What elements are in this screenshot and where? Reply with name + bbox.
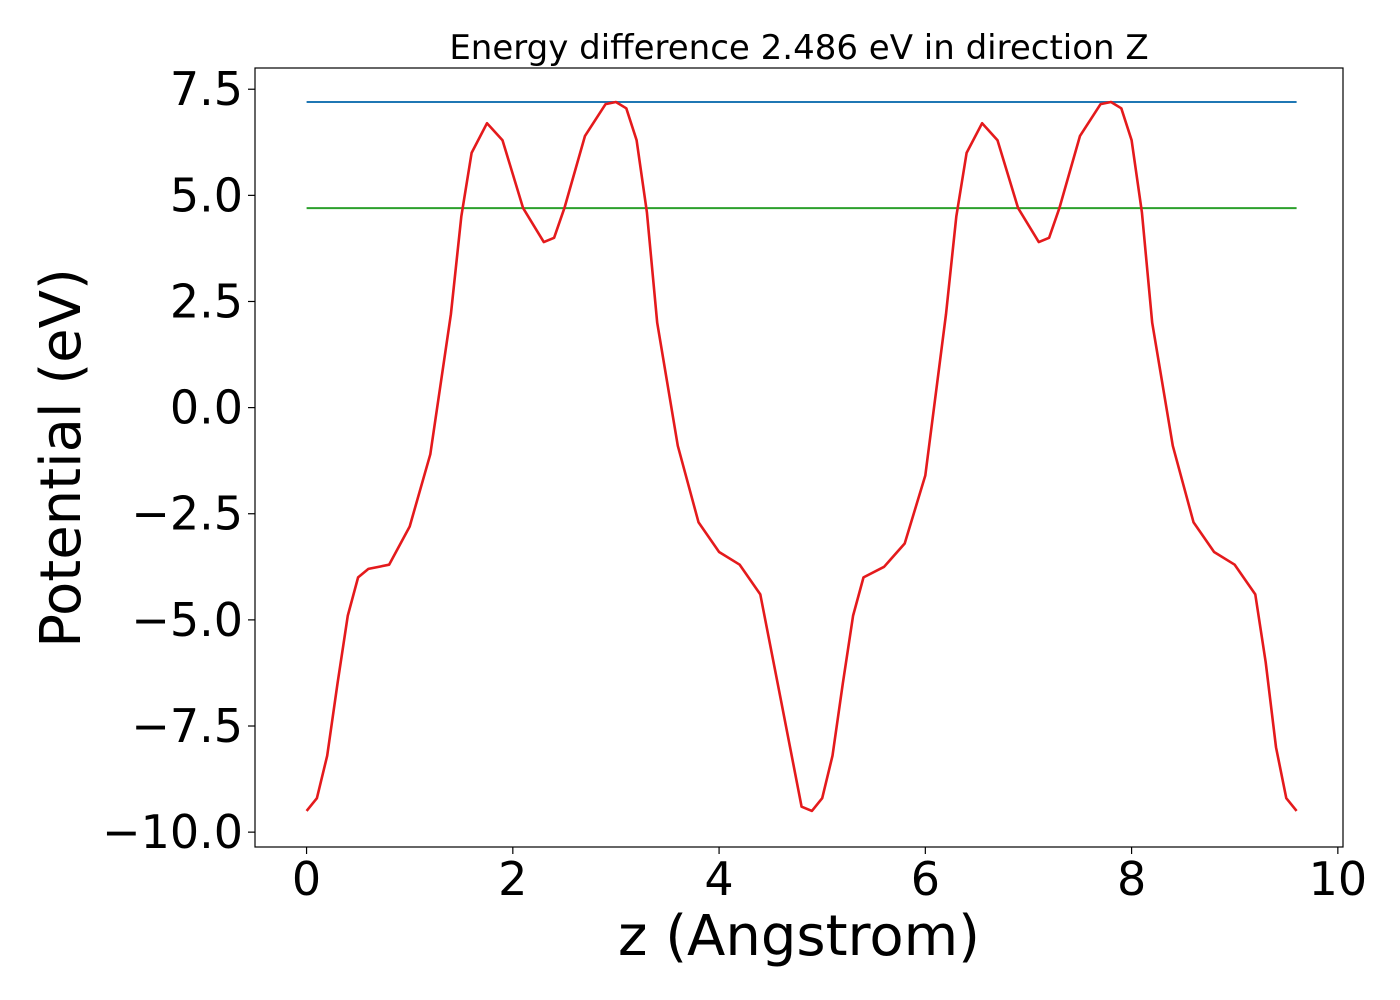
x-tick-label: 4 (704, 852, 733, 906)
x-ticks: 0 2 4 6 8 10 (292, 847, 1367, 906)
y-tick-label: −2.5 (131, 487, 243, 541)
x-tick-label: 8 (1117, 852, 1146, 906)
x-axis-label: z (Angstrom) (618, 904, 980, 969)
x-tick-label: 0 (292, 852, 321, 906)
y-tick-label: 0.0 (170, 381, 243, 435)
y-ticks: 7.5 5.0 2.5 0.0 −2.5 −5.0 −7.5 −10.0 (102, 62, 255, 859)
chart-title: Energy difference 2.486 eV in direction … (449, 28, 1148, 68)
y-tick-label: 2.5 (170, 274, 243, 328)
y-tick-label: 7.5 (170, 62, 243, 116)
y-tick-label: −7.5 (131, 699, 243, 753)
plot-area (254, 67, 1344, 848)
y-tick-label: −5.0 (131, 593, 243, 647)
x-tick-label: 10 (1309, 852, 1368, 906)
potential-curve (305, 100, 1298, 813)
x-tick-label: 6 (911, 852, 940, 906)
y-tick-label: 5.0 (170, 168, 243, 222)
y-tick-label: −10.0 (102, 805, 243, 859)
x-tick-label: 2 (498, 852, 527, 906)
series-layer (305, 100, 1298, 813)
y-axis-label: Potential (eV) (29, 268, 94, 648)
